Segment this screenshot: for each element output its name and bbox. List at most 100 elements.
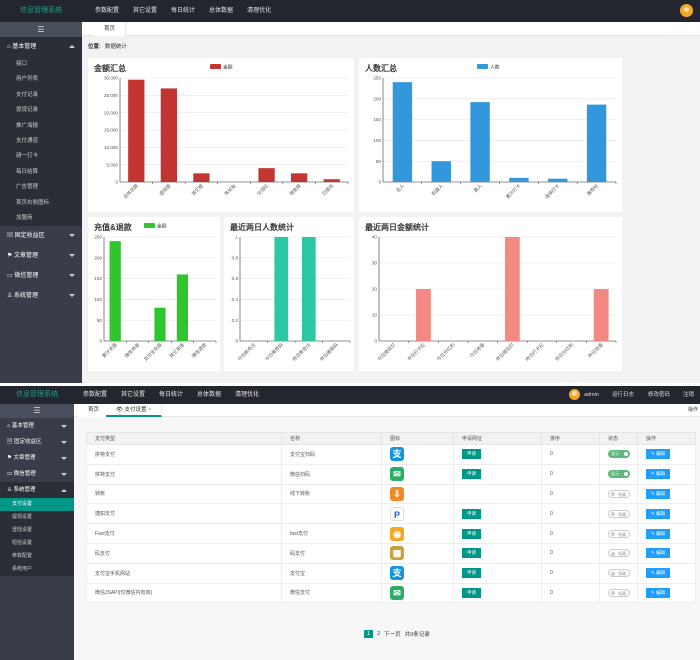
sidebar-item-articles[interactable]: ⚑ 文章管理: [0, 450, 74, 466]
submenu-item[interactable]: 系统用户: [12, 566, 33, 572]
submenu-item[interactable]: 提现设置: [12, 514, 33, 520]
y-tick-label: 0: [378, 180, 381, 185]
cell-icon: ◉: [381, 523, 454, 544]
nav-overall-data[interactable]: 总体数据: [209, 8, 234, 14]
sidebar-item-basic[interactable]: ⌂ 基本管理: [0, 418, 74, 434]
status-toggle[interactable]: 隐藏: [608, 529, 630, 538]
sidebar-item-fixed-income[interactable]: ▤ 固定收益区: [0, 226, 82, 246]
nav-other-settings[interactable]: 其它设置: [133, 8, 158, 14]
nav-daily-stats[interactable]: 每日统计: [171, 8, 196, 14]
link-run-log[interactable]: 运行日志: [612, 392, 635, 398]
apply-button[interactable]: 申请: [462, 469, 481, 480]
y-tick-label: 30,000: [104, 76, 118, 81]
submenu-item[interactable]: 提现记录: [16, 107, 39, 114]
sidebar-item-fixed-income[interactable]: ▤ 固定收益区: [0, 434, 74, 450]
submenu-item[interactable]: 推广海报: [16, 122, 39, 129]
sidebar-item-label: 基本管理: [11, 423, 34, 429]
sidebar-toggle[interactable]: ☰: [0, 22, 82, 37]
submenu-item-active[interactable]: 支付设置: [0, 498, 74, 511]
nav-daily-stats[interactable]: 每日统计: [159, 392, 184, 398]
avatar[interactable]: [569, 389, 580, 400]
cell-apply: 申请: [453, 582, 542, 604]
bar: [193, 173, 210, 182]
edit-button[interactable]: ✎ 编辑: [646, 568, 671, 579]
sidebar-item-system[interactable]: ♙ 系统管理: [0, 482, 74, 498]
bar: [258, 168, 275, 182]
cell-type: 捷如支付: [86, 503, 282, 525]
status-toggle[interactable]: 显示: [608, 470, 630, 479]
wechat-icon: ✉: [390, 467, 404, 482]
col-actions: 操作: [637, 432, 696, 445]
username[interactable]: admin: [584, 392, 599, 398]
sidebar-submenu-system: 支付设置 提现设置 登陆设置 短信设置 参数配置 系统用户: [0, 498, 74, 576]
status-toggle[interactable]: 隐藏: [608, 509, 630, 518]
tab-payment-settings[interactable]: 👁 支付设置 ×: [106, 404, 163, 417]
operations-label[interactable]: 操作: [687, 407, 698, 413]
status-toggle[interactable]: 隐藏: [608, 569, 630, 578]
x-tick-label: 今日提现打: [376, 341, 397, 362]
page-2[interactable]: 2: [377, 631, 381, 637]
sidebar-item-articles[interactable]: ⚑ 文章管理: [0, 246, 82, 266]
edit-button[interactable]: ✎ 编辑: [646, 488, 671, 499]
chevron-down-icon: [61, 457, 67, 460]
edit-icon: ✎: [651, 451, 657, 457]
edit-button[interactable]: ✎ 编辑: [646, 587, 671, 598]
status-toggle[interactable]: 隐藏: [608, 588, 630, 597]
submenu-item[interactable]: 骑一打卡: [16, 153, 39, 160]
app-logo[interactable]: 信息管理系统: [16, 391, 58, 398]
tab-home[interactable]: 首页: [94, 22, 127, 36]
edit-button[interactable]: ✎ 编辑: [646, 508, 671, 519]
close-icon[interactable]: ×: [148, 407, 152, 413]
submenu-item[interactable]: 参数配置: [12, 553, 33, 559]
next-page[interactable]: 下一页: [384, 632, 401, 638]
submenu-item[interactable]: 用户列表: [16, 76, 39, 83]
sidebar-item-system[interactable]: ♙ 系统管理: [0, 286, 82, 306]
link-logout[interactable]: 注销: [683, 392, 695, 398]
submenu-item[interactable]: 广告管理: [16, 184, 39, 191]
edit-button[interactable]: ✎ 编辑: [646, 449, 671, 460]
nav-other-settings[interactable]: 其它设置: [121, 392, 146, 398]
nav-params[interactable]: 参数配置: [83, 392, 108, 398]
submenu-item[interactable]: 支付通道: [16, 137, 39, 144]
submenu-item[interactable]: 登陆设置: [12, 527, 33, 533]
app-logo[interactable]: 信息管理系统: [20, 7, 62, 14]
submenu-item[interactable]: 接口: [16, 61, 28, 67]
sidebar-item-wechat[interactable]: ▭ 微信管理: [0, 266, 82, 286]
bar-chart: 金额 0 50 100 150 200 250 累计充值 微信充值 支付宝充值 其它充值 微信退款: [94, 223, 217, 363]
edit-icon: ✎: [651, 490, 657, 496]
submenu-item[interactable]: 短信设置: [12, 540, 33, 546]
apply-button[interactable]: 申请: [462, 587, 481, 598]
col-type: 支付类型: [86, 432, 282, 445]
edit-button[interactable]: ✎ 编辑: [646, 548, 671, 559]
submenu-item[interactable]: 支付记录: [16, 91, 39, 98]
sidebar-item-wechat[interactable]: ▭ 微信管理: [0, 466, 74, 482]
y-tick-label: 150: [94, 276, 102, 281]
avatar[interactable]: [680, 4, 693, 17]
sidebar-item-label: 文章管理: [14, 253, 39, 260]
nav-cleanup[interactable]: 清理优化: [235, 392, 260, 398]
status-toggle[interactable]: 隐藏: [608, 489, 630, 498]
nav-overall-data[interactable]: 总体数据: [197, 392, 222, 398]
apply-button[interactable]: 申请: [462, 528, 481, 539]
status-toggle[interactable]: 显示: [608, 450, 630, 459]
submenu-item[interactable]: 加盟商: [16, 214, 33, 221]
apply-button[interactable]: 申请: [462, 568, 481, 579]
page-1[interactable]: 1: [364, 630, 374, 638]
bar: [154, 307, 166, 341]
submenu-item[interactable]: 首页右侧图标: [16, 199, 50, 206]
y-tick-label: 200: [94, 255, 102, 260]
apply-button[interactable]: 申请: [462, 449, 481, 460]
bar: [593, 289, 609, 341]
apply-button[interactable]: 申请: [462, 548, 481, 559]
link-change-password[interactable]: 修改密码: [648, 392, 671, 398]
sidebar-toggle[interactable]: ☰: [0, 404, 74, 418]
sidebar-item-basic[interactable]: ⌂ 基本管理: [0, 37, 82, 57]
nav-params[interactable]: 参数配置: [95, 8, 120, 14]
submenu-item[interactable]: 每日结算: [16, 168, 39, 175]
apply-button[interactable]: 申请: [462, 508, 481, 519]
nav-cleanup[interactable]: 清理优化: [247, 8, 272, 14]
x-tick-label: 昨日新充注: [291, 341, 312, 362]
edit-button[interactable]: ✎ 编辑: [646, 528, 671, 539]
status-toggle[interactable]: 隐藏: [608, 549, 630, 558]
edit-button[interactable]: ✎ 编辑: [646, 469, 671, 480]
